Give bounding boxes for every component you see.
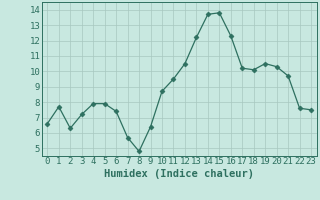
X-axis label: Humidex (Indice chaleur): Humidex (Indice chaleur) — [104, 169, 254, 179]
